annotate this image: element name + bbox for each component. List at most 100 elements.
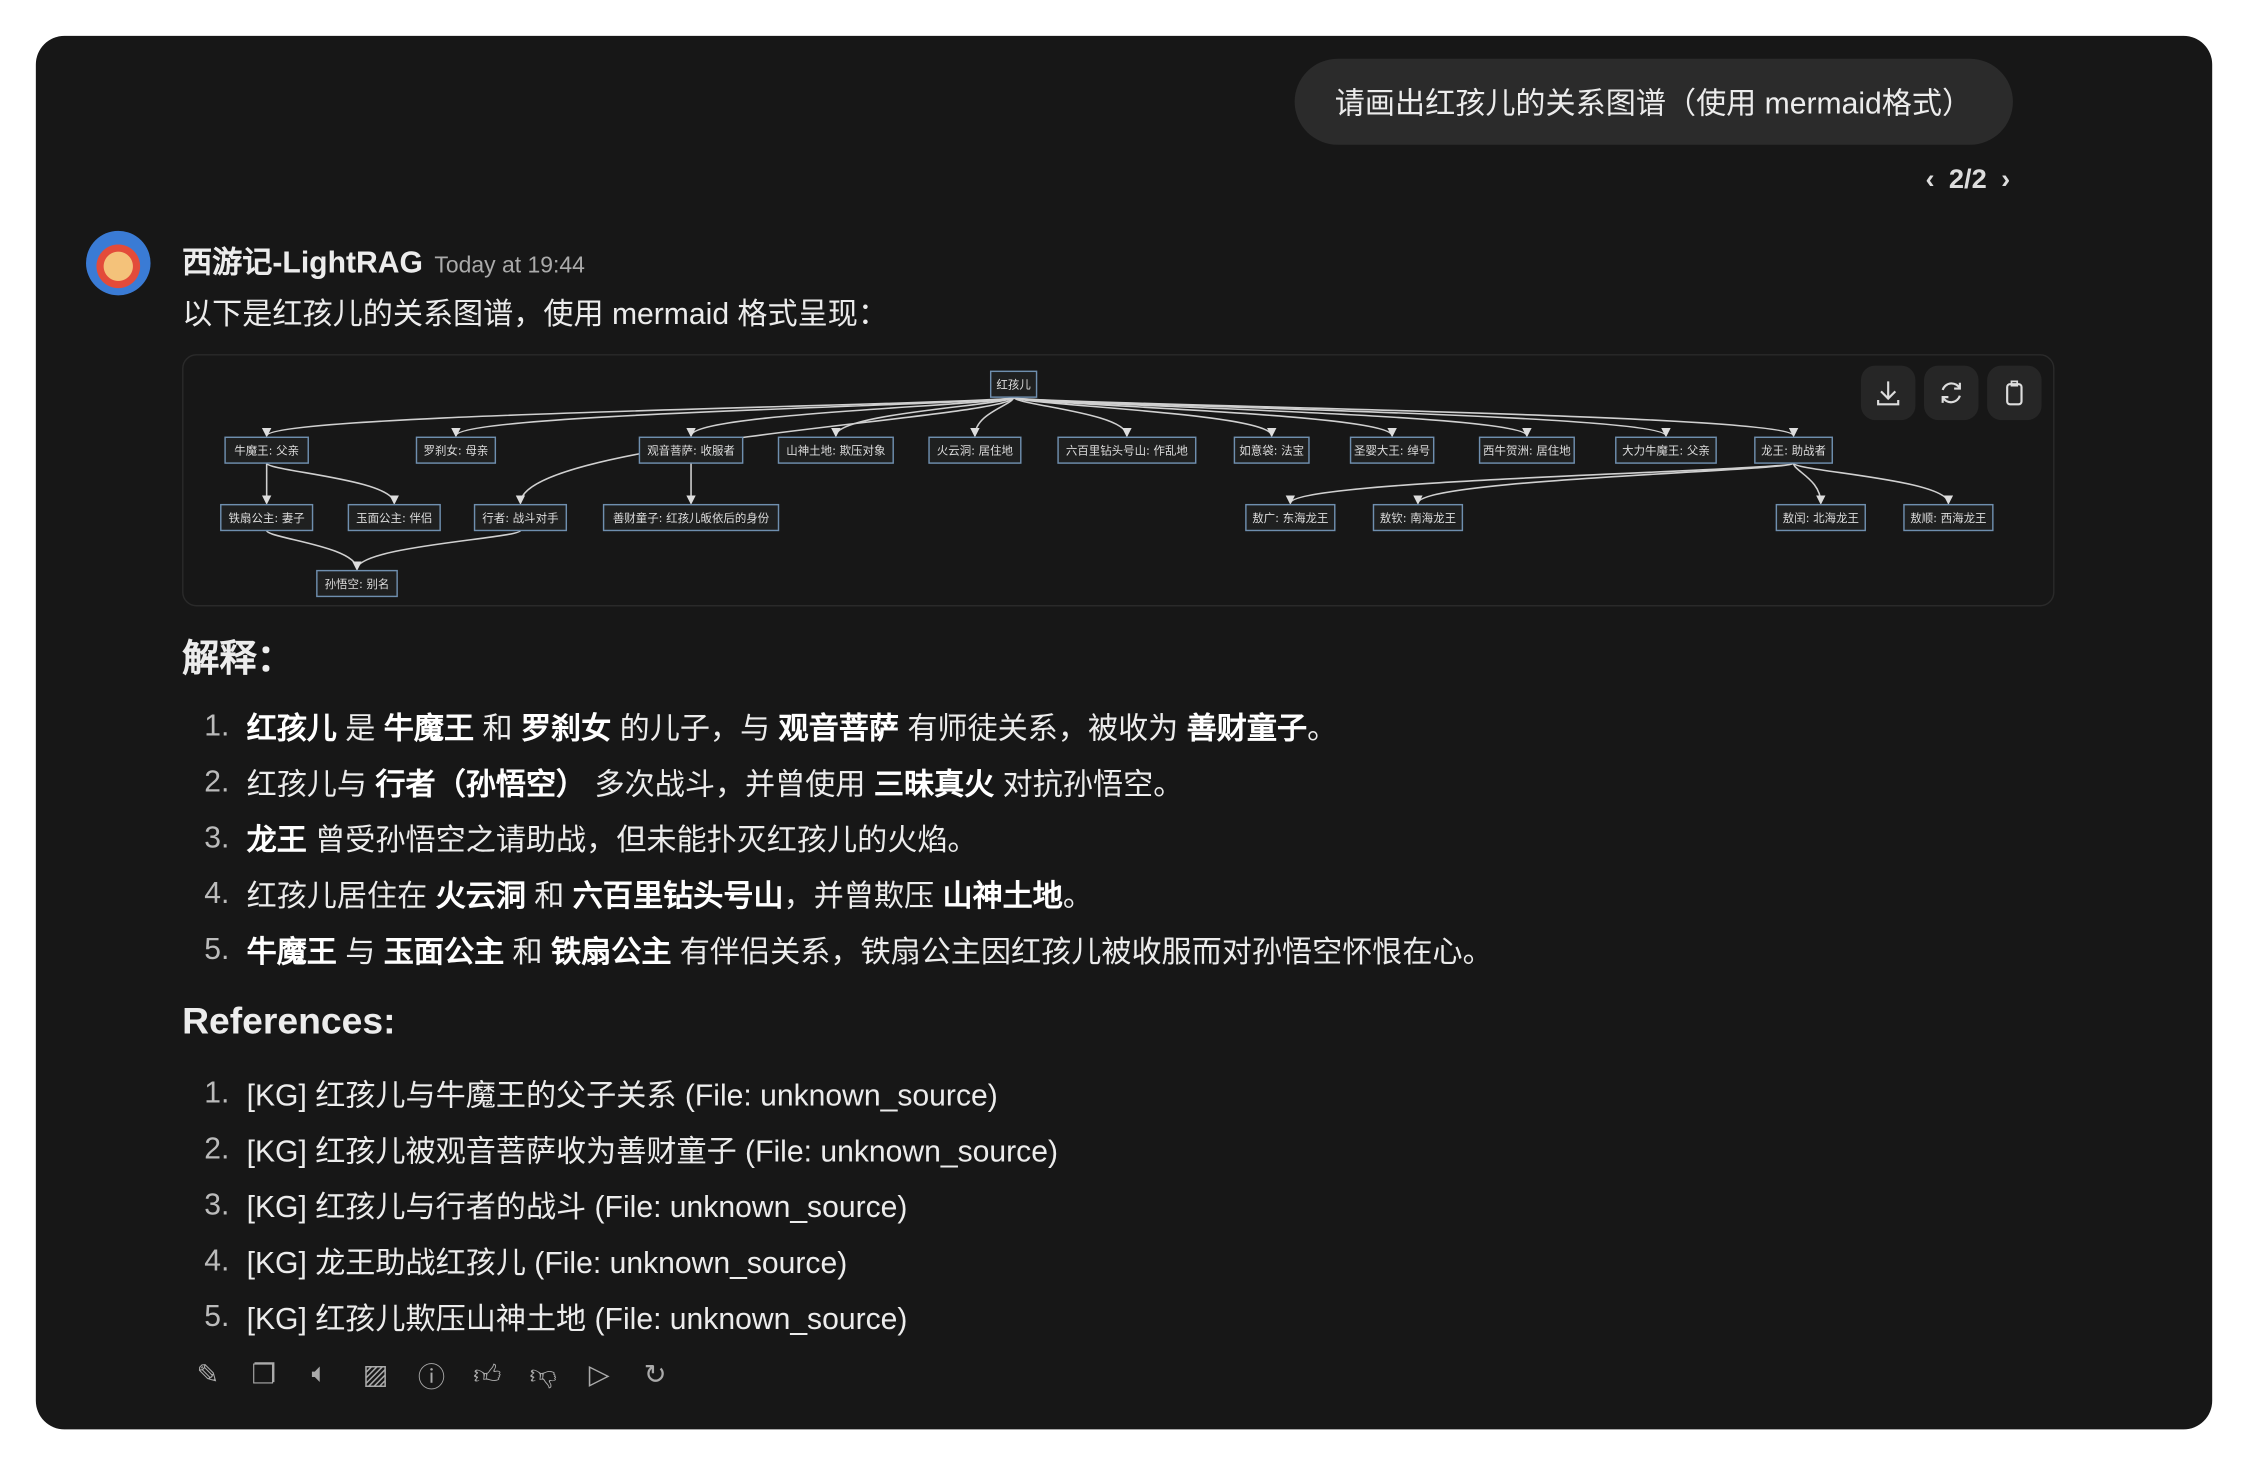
item-number: 5. [204, 1299, 230, 1333]
bold-term: 牛魔王 [246, 935, 337, 969]
diagram-node: 观音菩萨: 收服者 [638, 436, 744, 464]
text-run: 曾受孙悟空之请助战，但未能扑灭红孩儿的火焰。 [306, 823, 978, 857]
diagram-node: 山神土地: 欺压对象 [777, 436, 894, 464]
refresh-icon [1941, 382, 1961, 404]
reference-text: [KG] 红孩儿与行者的战斗 (File: unknown_source) [246, 1190, 908, 1224]
diagram-node-label: 如意袋: 法宝 [1239, 443, 1304, 457]
item-number: 4. [204, 876, 230, 910]
diagram-edge [970, 396, 1015, 438]
explanation-item: 3. 龙王 曾受孙悟空之请助战，但未能扑灭红孩儿的火焰。 [182, 810, 1493, 866]
diagram-edge [265, 462, 399, 505]
bold-term: 善财童子 [1186, 711, 1308, 745]
diagram-edge [451, 396, 1015, 438]
references-list: 1. [KG] 红孩儿与牛魔王的父子关系 (File: unknown_sourc… [182, 1065, 1058, 1345]
item-number: 2. [204, 1131, 230, 1165]
reference-text: [KG] 红孩儿欺压山神土地 (File: unknown_source) [246, 1302, 908, 1336]
diagram-node-label: 圣婴大王: 绰号 [1354, 443, 1430, 457]
prev-response-icon[interactable]: ‹ [1925, 164, 1935, 195]
reference-text: [KG] 红孩儿被观音菩萨收为善财童子 (File: unknown_sourc… [246, 1134, 1059, 1168]
references-heading: References: [182, 999, 396, 1043]
bold-term: 山神土地 [942, 879, 1063, 913]
edit-icon[interactable]: ✎ [196, 1359, 220, 1390]
diagram-node-label: 红孩儿 [996, 378, 1031, 392]
bold-term: 三昧真火 [873, 767, 995, 801]
user-message: 请画出红孩儿的关系图谱（使用 mermaid格式） [1334, 87, 1973, 121]
thumbs-up-icon[interactable]: 👍︎ [473, 1359, 502, 1390]
text-run: 有师徒关系，被收为 [898, 711, 1187, 745]
diagram-edge [515, 396, 1015, 505]
explanation-item: 4. 红孩儿居住在 火云洞 和 六百里钻头号山，并曾欺压 山神土地。 [182, 866, 1493, 922]
item-number: 2. [204, 764, 230, 798]
text-run: 与 [336, 935, 384, 969]
item-text: 红孩儿与 行者（孙悟空） 多次战斗，并曾使用 三昧真火 对抗孙悟空。 [247, 761, 1184, 804]
response-pager: ‹ 2/2 › [1925, 165, 2010, 197]
text-run: 有伴侣关系，铁扇公主因红孩儿被收服而对孙悟空怀恨在心。 [671, 935, 1493, 969]
diagram-node-label: 山神土地: 欺压对象 [786, 443, 885, 457]
reference-item: 3. [KG] 红孩儿与行者的战斗 (File: unknown_source) [182, 1177, 1058, 1233]
diagram-node-label: 火云洞: 居住地 [937, 443, 1014, 457]
message-actions: ✎ ❐ 🔈︎ ▨ ⓘ 👍︎ 👎︎ ▷ ↻ [191, 1358, 673, 1393]
item-text: 红孩儿居住在 火云洞 和 六百里钻头号山，并曾欺压 山神土地。 [247, 872, 1093, 915]
diagram-node: 龙王: 助战者 [1754, 436, 1833, 464]
item-text: 牛魔王 与 玉面公主 和 铁扇公主 有伴侣关系，铁扇公主因红孩儿被收服而对孙悟空… [247, 928, 1493, 971]
diagram-edge [1792, 462, 1954, 505]
text-run: ，并曾欺压 [783, 879, 943, 913]
text-run: 对抗孙悟空。 [994, 767, 1184, 801]
clipboard-icon [2006, 380, 2023, 406]
diagram-node: 铁扇公主: 妻子 [220, 503, 314, 532]
explanation-heading: 解释： [182, 636, 294, 680]
diagram-node: 圣婴大王: 绰号 [1349, 436, 1435, 464]
diagram-node-label: 大力牛魔王: 父亲 [1622, 443, 1710, 457]
diagram-node-label: 观音菩萨: 收服者 [647, 443, 735, 457]
copy-diagram-button[interactable] [1987, 365, 2042, 421]
text-run: 。 [1062, 879, 1093, 913]
diagram-node: 敖闰: 北海龙王 [1775, 503, 1866, 532]
bold-term: 铁扇公主 [551, 935, 672, 969]
text-run: 是 [336, 711, 384, 745]
bold-term: 牛魔王 [383, 711, 475, 745]
diagram-node: 牛魔王: 父亲 [224, 436, 309, 464]
reference-item: 4. [KG] 龙王助战红孩儿 (File: unknown_source) [182, 1233, 1058, 1289]
diagram-node: 火云洞: 居住地 [928, 436, 1022, 464]
text-run: 的儿子，与 [611, 711, 779, 745]
diagram-edge [1413, 462, 1795, 505]
play-icon[interactable]: ▷ [588, 1359, 610, 1390]
diagram-edge [831, 396, 1015, 438]
diagram-node: 六百里钻头号山: 作乱地 [1057, 436, 1197, 464]
read-aloud-icon[interactable]: 🔈︎ [311, 1359, 328, 1390]
regenerate-icon[interactable]: ↻ [643, 1359, 667, 1390]
image-icon[interactable]: ▨ [362, 1359, 389, 1390]
bold-term: 玉面公主 [383, 935, 505, 969]
diagram-edge [1012, 396, 1132, 438]
intro-text: 以下是红孩儿的关系图谱，使用 mermaid 格式呈现： [182, 298, 888, 332]
diagram-node-label: 敖闰: 北海龙王 [1783, 511, 1859, 525]
avatar [86, 230, 151, 296]
diagram-node: 红孩儿 [989, 370, 1038, 398]
diagram-edge [265, 529, 362, 571]
item-number: 3. [204, 1187, 230, 1221]
diagram-node: 敖广: 东海龙王 [1245, 503, 1336, 532]
diagram-node: 敖钦: 南海龙王 [1372, 503, 1464, 532]
thumbs-down-icon[interactable]: 👎︎ [529, 1359, 558, 1390]
diagram-node: 行者: 战斗对手 [473, 503, 568, 532]
diagram-edge [1285, 462, 1795, 505]
bold-term: 火云洞 [435, 879, 526, 913]
explanation-item: 2. 红孩儿与 行者（孙悟空） 多次战斗，并曾使用 三昧真火 对抗孙悟空。 [182, 754, 1493, 810]
item-number: 5. [204, 932, 230, 966]
diagram-node: 罗刹女: 母亲 [415, 436, 497, 464]
refresh-button[interactable] [1924, 365, 1979, 421]
info-icon[interactable]: ⓘ [417, 1362, 446, 1393]
bold-term: 罗刹女 [520, 711, 612, 745]
timestamp: Today at 19:44 [434, 253, 585, 279]
next-response-icon[interactable]: › [2001, 164, 2011, 195]
copy-icon[interactable]: ❐ [251, 1359, 277, 1390]
diagram-node-label: 铁扇公主: 妻子 [229, 511, 305, 525]
download-button[interactable] [1860, 365, 1916, 421]
diagram-node: 善财童子: 红孩儿皈依后的身份 [602, 503, 780, 532]
text-run: 多次战斗，并曾使用 [586, 767, 874, 801]
diagram-node: 大力牛魔王: 父亲 [1615, 436, 1717, 464]
assistant-name: 西游记-LightRAG [182, 246, 423, 280]
diagram-node-label: 罗刹女: 母亲 [424, 443, 489, 457]
text-run: 和 [504, 935, 552, 969]
